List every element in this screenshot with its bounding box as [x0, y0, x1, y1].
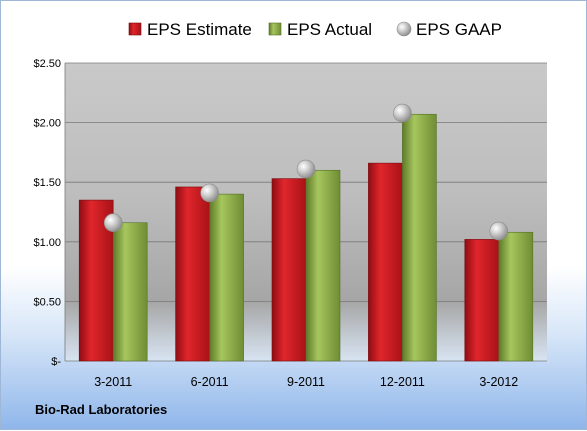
company-name: Bio-Rad Laboratories	[35, 402, 168, 417]
x-tick-label: 3-2012	[479, 375, 518, 389]
bar-eps-actual	[209, 193, 244, 362]
y-tick-label: $-	[51, 356, 61, 368]
plot-area: $- $0.50 $1.00 $1.50 $2.00 $2.50 3-2011 6-2011 9…	[33, 58, 547, 389]
legend-label: EPS GAAP	[416, 20, 502, 39]
y-tick-label: $0.50	[33, 296, 61, 308]
legend: EPS Estimate EPS Actual EPS GAAP	[128, 20, 502, 39]
bar-eps-estimate	[271, 178, 307, 362]
legend-swatch	[268, 22, 282, 36]
legend-label: EPS Actual	[287, 20, 372, 39]
y-tick-label: $2.50	[33, 58, 61, 70]
x-tick-label: 3-2011	[94, 375, 132, 389]
bar-eps-actual	[402, 113, 437, 362]
x-tick-label: 6-2011	[191, 375, 229, 389]
legend-swatch	[128, 22, 142, 36]
marker-eps-gaap	[393, 103, 412, 123]
bar-eps-estimate	[464, 239, 500, 362]
x-tick-label: 9-2011	[287, 375, 325, 389]
bar-eps-actual	[305, 169, 341, 362]
y-tick-label: $1.00	[33, 237, 61, 249]
y-tick-label: $2.00	[33, 118, 61, 130]
bar-eps-actual	[112, 222, 148, 362]
x-tick-label: 12-2011	[380, 375, 425, 389]
marker-eps-gaap	[200, 183, 219, 203]
bar-eps-actual	[498, 231, 534, 362]
bar-eps-estimate	[368, 162, 403, 362]
y-tick-label: $1.50	[33, 177, 61, 189]
legend-label: EPS Estimate	[147, 20, 252, 39]
marker-eps-gaap	[296, 159, 316, 179]
marker-eps-gaap	[489, 221, 509, 241]
legend-swatch	[396, 21, 412, 37]
bar-eps-estimate	[175, 186, 210, 362]
marker-eps-gaap	[103, 213, 123, 233]
